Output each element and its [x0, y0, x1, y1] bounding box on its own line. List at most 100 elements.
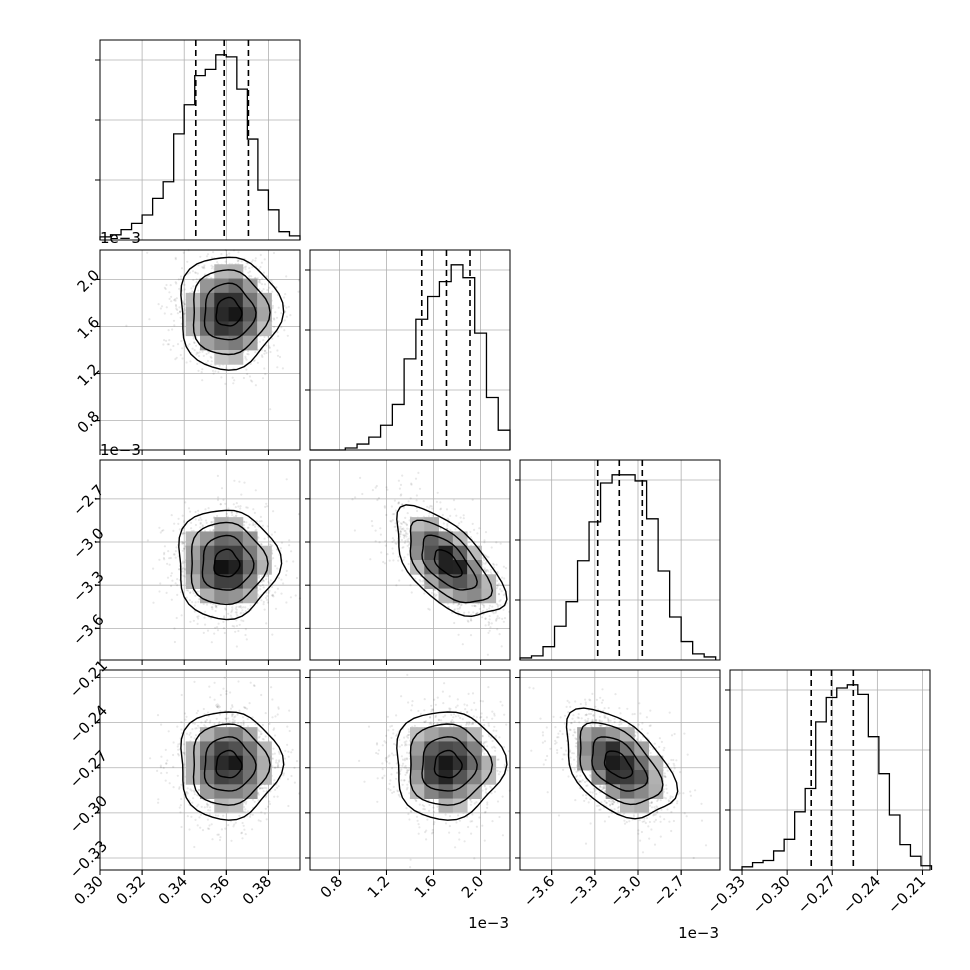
sample-point	[471, 522, 474, 526]
sample-point	[192, 285, 195, 288]
sample-point	[257, 819, 260, 822]
sample-point	[190, 521, 193, 525]
sample-point	[369, 558, 372, 561]
sample-point	[410, 591, 413, 594]
sample-point	[231, 718, 234, 721]
sample-point	[246, 352, 249, 356]
sample-point	[397, 520, 400, 523]
sample-point	[272, 747, 275, 750]
sample-point	[401, 528, 404, 531]
sample-point	[183, 283, 186, 286]
sample-point	[289, 314, 292, 317]
sample-point	[419, 580, 422, 583]
sample-point	[180, 340, 183, 343]
sample-point	[190, 287, 193, 290]
sample-point	[174, 299, 177, 302]
sample-point	[146, 251, 149, 254]
histogram-step	[731, 684, 933, 871]
sample-point	[185, 732, 189, 735]
sample-point	[181, 540, 184, 543]
sample-point	[181, 549, 184, 552]
sample-point	[269, 408, 272, 411]
sample-point	[214, 609, 217, 613]
sample-point	[225, 512, 228, 516]
sample-point	[268, 722, 271, 726]
sample-point	[386, 553, 389, 556]
density-cell	[200, 545, 215, 561]
sample-point	[280, 578, 283, 581]
sample-point	[263, 608, 266, 611]
sample-point	[239, 507, 242, 510]
sample-point	[429, 504, 432, 508]
sample-point	[241, 716, 245, 719]
sample-point	[262, 790, 265, 793]
sample-point	[171, 328, 174, 331]
sample-point	[157, 798, 160, 801]
sample-point	[488, 607, 491, 610]
sample-point	[483, 567, 486, 570]
sample-point	[244, 802, 248, 805]
sample-point	[262, 339, 265, 342]
sample-point	[175, 546, 178, 549]
sample-point	[286, 334, 289, 337]
sample-point	[216, 703, 219, 706]
sample-point	[383, 562, 387, 565]
sample-point	[276, 795, 279, 798]
sample-point	[400, 538, 403, 542]
sample-point	[256, 361, 259, 364]
panel-background	[730, 670, 930, 870]
sample-point	[182, 301, 185, 304]
sample-point	[260, 349, 263, 352]
sample-point	[170, 313, 173, 316]
sample-point	[148, 318, 151, 321]
sample-point	[222, 620, 225, 624]
x-tick-label: −0.30	[749, 872, 794, 917]
sample-point	[393, 512, 396, 516]
sample-point	[240, 493, 243, 496]
sample-point	[189, 620, 192, 623]
sample-point	[490, 622, 493, 625]
sample-point	[187, 589, 190, 592]
sample-point	[404, 539, 407, 543]
sample-point	[186, 345, 189, 348]
sample-point	[495, 563, 498, 566]
sample-point	[238, 814, 241, 817]
sample-point	[157, 303, 160, 306]
sample-point	[274, 564, 277, 568]
sample-point	[269, 540, 272, 543]
sample-point	[232, 503, 235, 506]
sample-point	[257, 536, 260, 539]
sample-point	[201, 524, 204, 527]
sample-point	[167, 329, 170, 332]
sample-point	[199, 255, 202, 258]
sample-point	[197, 617, 200, 620]
sample-point	[204, 610, 207, 613]
sample-point	[183, 288, 186, 291]
sample-point	[269, 579, 272, 582]
panel-frame	[99, 39, 301, 241]
sample-point	[255, 528, 258, 531]
sample-point	[272, 251, 276, 255]
sample-point	[263, 335, 266, 338]
sample-point	[401, 503, 404, 506]
sample-point	[290, 774, 293, 778]
sample-point	[193, 349, 196, 352]
sample-point	[354, 496, 357, 499]
sample-point	[273, 325, 276, 328]
sample-point	[234, 607, 237, 610]
sample-point	[398, 579, 401, 582]
sample-point	[393, 499, 396, 502]
sample-point	[408, 537, 411, 540]
sample-point	[260, 354, 263, 357]
sample-point	[225, 367, 228, 370]
sample-point	[488, 615, 491, 618]
sample-point	[263, 258, 266, 261]
sample-point	[272, 344, 275, 347]
sample-point	[249, 379, 253, 382]
sample-point	[483, 541, 486, 544]
sample-point	[496, 605, 499, 608]
sample-point	[165, 283, 168, 287]
sample-point	[476, 532, 479, 535]
density-cell	[214, 531, 229, 547]
